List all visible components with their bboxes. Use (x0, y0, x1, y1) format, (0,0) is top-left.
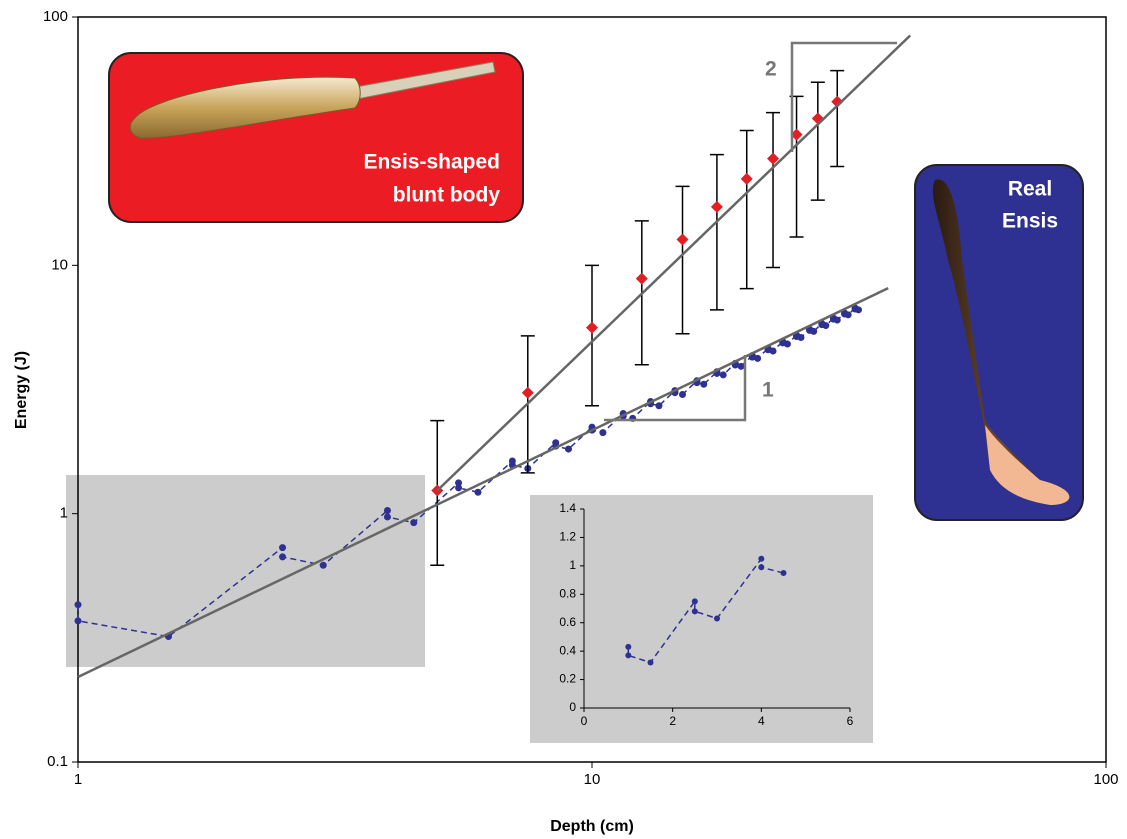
point (754, 354, 762, 362)
point (769, 347, 777, 355)
point (586, 321, 598, 334)
point (710, 200, 723, 213)
slope-label: 1 (762, 379, 774, 402)
x-tick-label: 0 (581, 714, 588, 728)
error-bar (675, 185, 690, 335)
point (279, 553, 287, 561)
point (844, 311, 852, 319)
point (700, 380, 708, 388)
point (740, 172, 753, 185)
y-axis-label: Energy (J) (13, 351, 30, 429)
point (758, 555, 765, 562)
point (691, 608, 698, 615)
photo-panel: Real Ensis (914, 164, 1084, 521)
point (797, 334, 805, 342)
x-tick-label: 1 (74, 771, 82, 788)
shell (129, 76, 361, 139)
point (767, 152, 780, 165)
point (599, 429, 607, 437)
caption: Real (1008, 178, 1052, 201)
point (564, 445, 572, 453)
y-tick-label: 1.4 (559, 501, 576, 515)
point (783, 340, 791, 348)
point (383, 506, 391, 514)
y-tick-label: 1 (569, 558, 576, 572)
error-bar (585, 264, 599, 407)
point (855, 306, 863, 314)
point (679, 390, 687, 398)
point (810, 327, 818, 335)
x-tick-label: 10 (584, 771, 601, 788)
y-tick-label: 0.1 (47, 753, 68, 770)
slope-label: 2 (765, 58, 777, 81)
point (714, 615, 720, 622)
point (474, 488, 482, 496)
point (822, 322, 830, 330)
plot-area: 1 10 100 0.1 1 10 100 0 2 4 6 0 0.2 0.4 0.6 0.8 1 1.2 1.4 (43, 8, 1119, 788)
error-bar (810, 81, 825, 201)
point (455, 479, 463, 487)
y-tick-label: 1.2 (559, 530, 576, 544)
caption: Ensis (1002, 210, 1058, 233)
x-axis-label: Depth (cm) (550, 818, 634, 835)
point (780, 569, 787, 576)
point (410, 519, 418, 527)
photo-panel: Ensis-shaped blunt body (108, 52, 524, 223)
point (719, 371, 727, 379)
x-tick-label: 2 (669, 714, 676, 728)
y-tick-label: 1 (60, 505, 68, 522)
foot (985, 425, 1070, 505)
fit-line (77, 286, 889, 679)
error-bar (709, 153, 724, 311)
error-bar (739, 129, 754, 290)
ensis (932, 179, 1070, 505)
point (383, 513, 391, 521)
caption: Ensis-shaped (363, 151, 500, 174)
point (833, 316, 841, 324)
x-tick-label: 6 (847, 714, 854, 728)
error-bar (830, 69, 845, 168)
error-bar (766, 111, 781, 269)
point (647, 659, 654, 666)
y-tick-label: 100 (43, 8, 68, 25)
x-tick-label: 4 (758, 714, 765, 728)
fit-line (436, 34, 912, 492)
slope-triangle (790, 41, 897, 152)
point (319, 561, 327, 569)
point (74, 601, 82, 609)
x-tick-label: 100 (1093, 771, 1118, 788)
point (279, 544, 287, 552)
y-tick-label: 0.6 (559, 615, 576, 629)
point (625, 643, 632, 650)
point (790, 128, 803, 141)
y-tick-label: 0.4 (559, 643, 576, 657)
point (758, 564, 765, 571)
point (655, 402, 663, 410)
y-tick-label: 10 (51, 256, 68, 273)
inset-background (530, 495, 873, 743)
y-tick-label: 0.2 (559, 672, 576, 686)
y-tick-label: 0.8 (559, 586, 576, 600)
point (455, 484, 463, 492)
point (74, 617, 82, 625)
point (676, 233, 689, 246)
point (831, 95, 844, 108)
caption: blunt body (393, 184, 501, 207)
y-tick-label: 0 (569, 700, 576, 714)
point (635, 272, 648, 285)
point (521, 386, 534, 399)
point (691, 598, 698, 605)
point (737, 362, 745, 370)
point (625, 652, 632, 659)
highlight-region (66, 475, 425, 667)
slope-triangle (604, 355, 747, 422)
